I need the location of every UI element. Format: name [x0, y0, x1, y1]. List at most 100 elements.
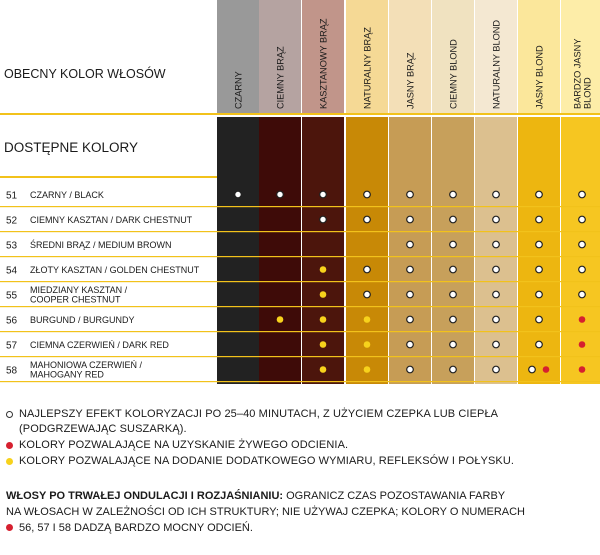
legend-white-text: NAJLEPSZY EFEKT KOLORYZACJI PO 25–40 MIN…	[19, 408, 499, 420]
row-number: 55	[6, 291, 18, 302]
row-rule	[0, 381, 600, 383]
section-rule	[0, 176, 217, 178]
white-dot-mark	[578, 190, 586, 199]
white-dot-mark	[406, 215, 414, 224]
white-dot-mark	[449, 340, 457, 349]
column-swatch	[389, 0, 431, 113]
column-body	[475, 117, 517, 384]
white-dot-mark	[492, 340, 500, 349]
white-dot-mark	[535, 240, 543, 249]
available-colors-label: DOSTĘPNE KOLORY	[4, 140, 138, 155]
white-dot-mark	[449, 215, 457, 224]
white-dot-mark	[578, 240, 586, 249]
row-name: MIEDZIANY KASZTAN /	[30, 285, 128, 295]
white-dot-mark	[535, 215, 543, 224]
legend-white-cont: (PODGRZEWAJĄC SUSZARKĄ).	[6, 422, 514, 437]
column-swatch	[561, 0, 600, 113]
row-number: 52	[6, 216, 18, 227]
column-header-label: BARDZO JASNY	[573, 39, 583, 109]
column-header-label: BLOND	[583, 77, 593, 109]
column-body	[217, 117, 259, 384]
column-body	[518, 117, 560, 384]
row-number: 54	[6, 266, 18, 277]
red-dot-mark	[578, 316, 586, 323]
white-dot-mark	[363, 190, 371, 199]
white-dot-mark	[492, 315, 500, 324]
row-rule	[0, 281, 600, 283]
white-dot-mark	[449, 265, 457, 274]
white-dot-mark	[492, 240, 500, 249]
perm-note: WŁOSY PO TRWAŁEJ ONDULACJI I ROZJAŚNIANI…	[6, 488, 596, 536]
note-text-1: OGRANICZ CZAS POZOSTAWANIA FARBY	[283, 490, 506, 502]
white-dot-mark	[492, 215, 500, 224]
white-dot-mark	[363, 215, 371, 224]
white-dot-mark	[492, 190, 500, 199]
legend-yellow: KOLORY POZWALAJĄCE NA DODANIE DODATKOWEG…	[6, 454, 514, 469]
yellow-dot-mark	[363, 366, 371, 373]
row-number: 51	[6, 191, 18, 202]
column-body	[346, 117, 388, 384]
yellow-dot-mark	[319, 266, 327, 273]
row-name: BURGUND / BURGUNDY	[30, 315, 135, 325]
row-number: 57	[6, 341, 18, 352]
white-dot-mark	[319, 190, 327, 199]
white-dot-mark	[406, 190, 414, 199]
white-dot-mark	[492, 290, 500, 299]
column-header-label: CIEMNY BRĄZ	[276, 46, 286, 109]
column-header-label: KASZTANOWY BRĄZ	[319, 18, 329, 109]
note-bold: WŁOSY PO TRWAŁEJ ONDULACJI I ROZJAŚNIANI…	[6, 490, 284, 502]
red-dot-mark	[578, 366, 586, 373]
legend-white-text-2: (PODGRZEWAJĄC SUSZARKĄ).	[19, 423, 187, 435]
white-dot-mark	[406, 240, 414, 249]
note-line-1: WŁOSY PO TRWAŁEJ ONDULACJI I ROZJAŚNIANI…	[6, 488, 596, 504]
yellow-dot-icon	[6, 458, 13, 465]
column-header-label: CIEMNY BLOND	[449, 39, 459, 109]
red-dot-icon	[6, 442, 13, 449]
white-dot-mark	[406, 365, 414, 374]
row-rule	[0, 231, 600, 233]
yellow-dot-mark	[363, 341, 371, 348]
row-rule	[0, 356, 600, 358]
red-dot-mark	[542, 366, 550, 373]
white-dot-mark	[363, 265, 371, 274]
column-body	[432, 117, 474, 384]
row-number: 53	[6, 241, 18, 252]
row-rule	[0, 331, 600, 333]
row-name: CZARNY / BLACK	[30, 190, 104, 200]
column-body	[302, 117, 344, 384]
column-header-label: JASNY BLOND	[535, 45, 545, 109]
column-header-label: CZARNY	[234, 71, 244, 109]
legend-red: KOLORY POZWALAJĄCE NA UZYSKANIE ŻYWEGO O…	[6, 438, 514, 453]
white-dot-mark	[578, 290, 586, 299]
yellow-dot-mark	[363, 316, 371, 323]
red-dot-mark	[578, 341, 586, 348]
column-swatch	[346, 0, 388, 113]
row-number: 58	[6, 366, 18, 377]
column-swatch	[217, 0, 259, 113]
white-dot-mark	[535, 190, 543, 199]
legend: NAJLEPSZY EFEKT KOLORYZACJI PO 25–40 MIN…	[6, 407, 514, 469]
yellow-dot-mark	[319, 341, 327, 348]
row-rule	[0, 306, 600, 308]
legend-white: NAJLEPSZY EFEKT KOLORYZACJI PO 25–40 MIN…	[6, 407, 514, 422]
white-dot-mark	[406, 315, 414, 324]
row-rule	[0, 206, 600, 208]
note-line-3: 56, 57 I 58 DADZĄ BARDZO MOCNY ODCIEŃ.	[6, 520, 596, 536]
column-swatch	[475, 0, 517, 113]
column-header-label: JASNY BRĄZ	[406, 52, 416, 109]
white-dot-mark	[449, 290, 457, 299]
row-number: 56	[6, 316, 18, 327]
row-name: ŚREDNI BRĄZ / MEDIUM BROWN	[30, 239, 172, 250]
white-dot-mark	[578, 265, 586, 274]
white-dot-mark	[406, 340, 414, 349]
white-dot-mark	[449, 190, 457, 199]
row-name: MAHONIOWA CZERWIEŃ /	[30, 360, 143, 370]
red-dot-icon	[6, 524, 13, 531]
column-body	[389, 117, 431, 384]
yellow-dot-mark	[319, 316, 327, 323]
note-line-2: NA WŁOSACH W ZALEŻNOŚCI OD ICH STRUKTURY…	[6, 506, 526, 518]
white-dot-mark	[449, 365, 457, 374]
legend-red-text: KOLORY POZWALAJĄCE NA UZYSKANIE ŻYWEGO O…	[19, 439, 349, 451]
white-dot-mark	[276, 190, 284, 199]
white-dot-mark	[449, 315, 457, 324]
